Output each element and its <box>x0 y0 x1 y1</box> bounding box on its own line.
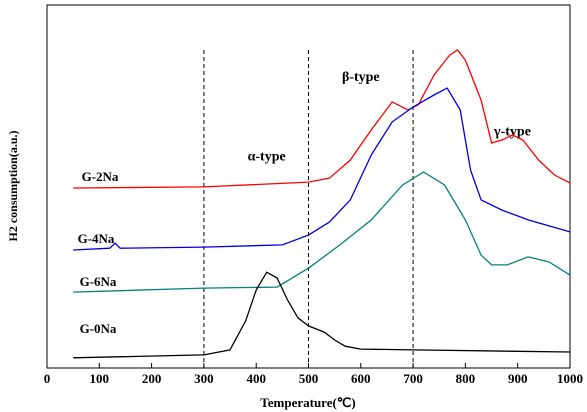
series-line <box>73 171 571 293</box>
y-axis-label: H2 consumption(a.u.) <box>6 130 20 241</box>
x-axis-label: Temperature(℃) <box>260 395 355 410</box>
x-tick-label: 700 <box>403 371 423 386</box>
series-label: G-2Na <box>82 169 119 184</box>
series-line <box>73 49 571 189</box>
series-label: G-4Na <box>78 231 115 246</box>
annotation: α-type <box>248 150 286 165</box>
x-tick-label: 400 <box>246 371 266 386</box>
series-line <box>73 87 571 251</box>
annotation: γ-type <box>493 124 531 139</box>
series-label: G-0Na <box>80 321 117 336</box>
annotation: β-type <box>342 70 380 85</box>
series-label: G-6Na <box>80 274 117 289</box>
series-line <box>73 271 571 359</box>
x-tick-label: 0 <box>44 371 51 386</box>
x-tick-label: 200 <box>142 371 162 386</box>
x-tick-label: 1000 <box>557 371 583 386</box>
x-tick-label: 500 <box>299 371 319 386</box>
x-tick-label: 300 <box>194 371 214 386</box>
x-tick-label: 100 <box>90 371 110 386</box>
x-tick-label: 600 <box>351 371 371 386</box>
x-tick-label: 800 <box>456 371 476 386</box>
x-tick-label: 900 <box>508 371 528 386</box>
